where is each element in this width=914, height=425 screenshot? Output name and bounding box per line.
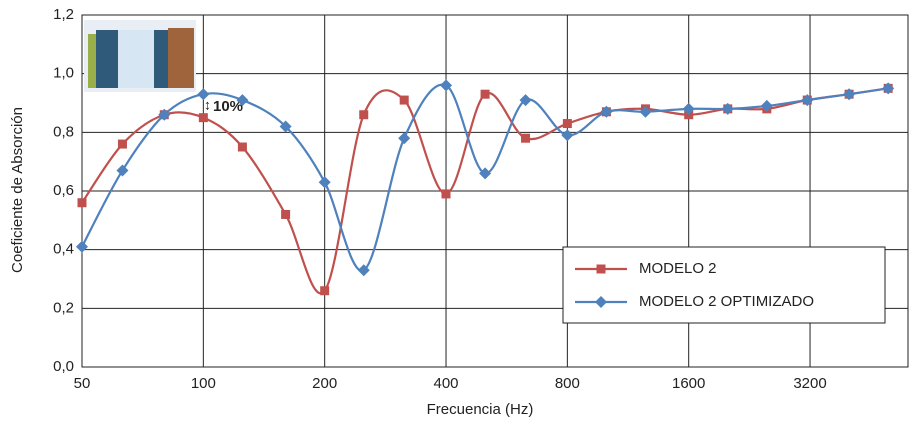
- y-tick-label: 0,2: [53, 299, 74, 316]
- annotation: 10%: [213, 98, 243, 115]
- marker: [77, 198, 87, 208]
- marker: [595, 296, 607, 308]
- x-tick-label: 50: [74, 375, 91, 392]
- marker: [639, 105, 652, 118]
- marker: [359, 110, 369, 120]
- marker: [596, 264, 606, 274]
- marker: [117, 139, 127, 149]
- marker: [562, 119, 572, 129]
- marker: [600, 105, 613, 118]
- y-tick-label: 1,0: [53, 65, 74, 82]
- marker: [197, 88, 210, 101]
- marker: [398, 132, 411, 145]
- y-axis-label: Coeficiente de Absorción: [9, 107, 26, 273]
- legend-label: MODELO 2: [639, 260, 717, 277]
- marker: [721, 102, 734, 115]
- x-tick-label: 1600: [672, 375, 705, 392]
- marker: [76, 240, 88, 253]
- marker: [479, 167, 492, 180]
- marker: [318, 176, 331, 189]
- marker: [521, 133, 531, 143]
- marker: [116, 164, 129, 177]
- x-tick-label: 3200: [793, 375, 826, 392]
- x-tick-label: 100: [191, 375, 216, 392]
- marker: [236, 94, 249, 107]
- y-tick-label: 0,0: [53, 358, 74, 375]
- annotation-arrow: ↕: [204, 97, 211, 113]
- marker: [399, 95, 409, 105]
- y-tick-label: 1,2: [53, 6, 74, 23]
- marker: [760, 99, 773, 112]
- line: [81, 83, 889, 272]
- x-tick-label: 200: [312, 375, 337, 392]
- marker: [237, 142, 247, 152]
- marker: [561, 129, 574, 142]
- marker: [882, 82, 895, 95]
- marker: [320, 286, 330, 296]
- marker: [480, 89, 490, 99]
- x-tick-label: 800: [555, 375, 580, 392]
- x-tick-label: 400: [434, 375, 459, 392]
- x-axis-label: Frecuencia (Hz): [427, 401, 534, 418]
- marker: [441, 189, 451, 199]
- marker: [440, 79, 453, 92]
- marker: [843, 88, 856, 101]
- inset-image: [84, 20, 196, 92]
- marker: [198, 113, 208, 123]
- y-tick-label: 0,4: [53, 241, 74, 258]
- legend-box: [562, 246, 886, 324]
- plot-frame: [81, 14, 909, 368]
- legend-label: MODELO 2 OPTIMIZADO: [639, 293, 814, 310]
- y-tick-label: 0,8: [53, 123, 74, 140]
- marker: [801, 94, 814, 107]
- marker: [357, 264, 370, 277]
- legend: MODELO 2 MODELO 2 OPTIMIZADO: [562, 246, 886, 324]
- marker: [682, 102, 695, 115]
- marker: [158, 108, 171, 121]
- y-tick-label: 0,6: [53, 182, 74, 199]
- marker: [279, 120, 292, 133]
- marker: [281, 209, 291, 219]
- marker: [519, 94, 532, 107]
